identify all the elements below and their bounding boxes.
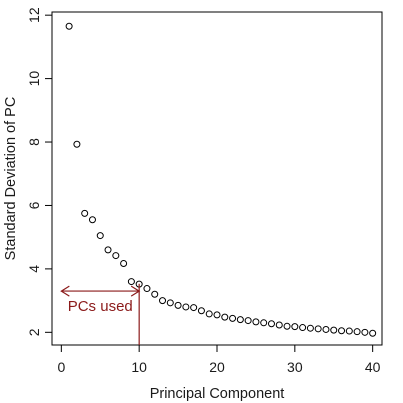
point-pc-24 (244, 317, 252, 325)
y-axis-label: Standard Deviation of PC (3, 97, 19, 261)
point-pc-38 (353, 328, 361, 336)
point-pc-9 (127, 278, 135, 286)
point-pc-29 (283, 322, 291, 330)
x-tick-label-0: 0 (57, 359, 65, 375)
x-tick-label-40: 40 (365, 359, 381, 375)
point-pc-31 (299, 324, 307, 332)
point-pc-6 (104, 246, 112, 254)
plot-frame (51, 11, 383, 346)
pcs-used-annotation: PCs used (60, 283, 141, 345)
point-pc-3 (81, 209, 89, 217)
point-pc-2 (73, 140, 81, 148)
point-pc-18 (197, 307, 205, 315)
point-pc-37 (345, 327, 353, 335)
point-pc-20 (213, 311, 221, 319)
point-pc-36 (338, 327, 346, 335)
point-pc-21 (221, 313, 229, 321)
point-pc-25 (252, 318, 260, 326)
y-axis: 2 4 6 8 10 12 (26, 7, 53, 336)
x-tick-label-30: 30 (287, 359, 303, 375)
point-pc-14 (166, 299, 174, 307)
y-tick-label-6: 6 (26, 201, 42, 209)
point-pc-28 (275, 321, 283, 329)
y-tick-label-2: 2 (26, 328, 42, 336)
point-pc-27 (267, 320, 275, 328)
annotation-label: PCs used (68, 298, 133, 315)
point-pc-33 (314, 325, 322, 333)
point-pc-11 (143, 285, 151, 293)
y-tick-label-10: 10 (26, 71, 42, 87)
point-pc-13 (159, 297, 167, 305)
point-pc-7 (112, 252, 120, 260)
point-pc-12 (151, 290, 159, 298)
y-tick-label-12: 12 (26, 7, 42, 23)
point-pc-8 (120, 259, 128, 267)
point-pc-40 (369, 329, 377, 337)
point-pc-15 (174, 301, 182, 309)
y-tick-label-8: 8 (26, 138, 42, 146)
arrow-head-right (130, 285, 141, 297)
point-pc-35 (330, 326, 338, 334)
point-pc-5 (96, 232, 104, 240)
point-pc-4 (88, 216, 96, 224)
point-pc-34 (322, 325, 330, 333)
point-pc-16 (182, 303, 190, 311)
point-pc-19 (205, 310, 213, 318)
point-pc-30 (291, 323, 299, 331)
point-pc-17 (190, 304, 198, 312)
point-pc-26 (260, 319, 268, 327)
point-pc-32 (306, 324, 314, 332)
point-pc-1 (65, 22, 73, 30)
point-pc-39 (361, 328, 369, 336)
point-pc-22 (229, 314, 237, 322)
x-tick-label-20: 20 (209, 359, 225, 375)
arrow-head-left (60, 285, 70, 297)
point-pc-23 (236, 316, 244, 324)
y-tick-label-4: 4 (26, 265, 42, 273)
x-axis-label: Principal Component (150, 386, 285, 402)
x-tick-label-10: 10 (131, 359, 147, 375)
x-axis: 0 10 20 30 40 (57, 344, 381, 375)
data-points (65, 22, 377, 337)
